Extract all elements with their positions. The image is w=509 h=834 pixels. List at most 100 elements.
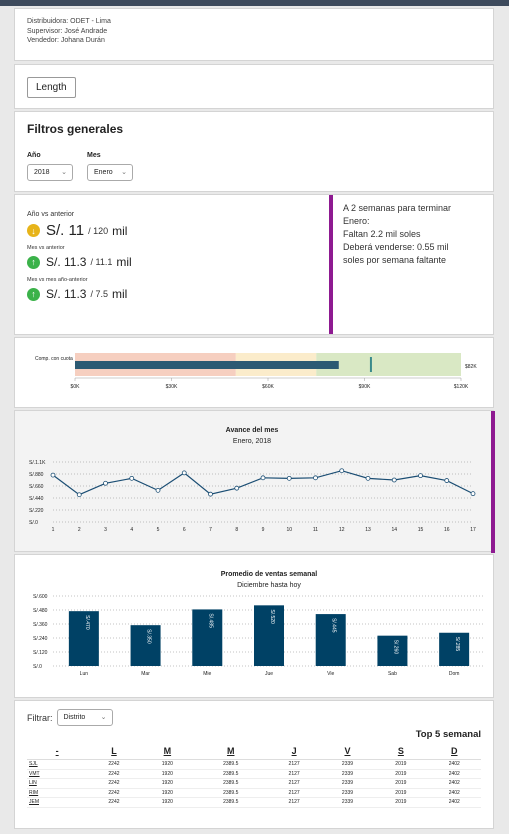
bar-value-label: S/.485 [207, 613, 213, 628]
data-point [260, 475, 266, 481]
table-row: LIN 2242 1920 2389.5 2127 2339 2019 2402 [27, 778, 481, 789]
month-value: Enero [94, 169, 113, 176]
bar-value-label: S/.350 [146, 629, 152, 644]
table-cell: 2339 [320, 788, 375, 798]
table-cell: 2389.5 [194, 797, 268, 808]
weekly-average-chart: Promedio de ventas semanal Diciembre hast… [33, 571, 485, 677]
kpi-metrics: Año vs anterior ↓ S/. 11 / 120 mil Mes v… [27, 211, 327, 301]
year-value: 2018 [34, 169, 50, 176]
arrow-up-icon: ↑ [27, 287, 40, 301]
table-row: SJL 2242 1920 2389.5 2127 2339 2019 2402 [27, 759, 481, 770]
x-tick-label: 5 [157, 527, 160, 533]
length-button[interactable]: Length [27, 77, 76, 98]
year-value: S/. 11 [46, 222, 85, 239]
table-row: JEM 2242 1920 2389.5 2127 2339 2019 2402 [27, 797, 481, 808]
district-link[interactable]: RIM [27, 788, 88, 798]
month-label: Mes [87, 152, 101, 159]
table-cell: 2127 [267, 788, 321, 798]
table-row: VMT 2242 1920 2389.5 2127 2339 2019 2402 [27, 769, 481, 779]
x-tick-label: 14 [391, 527, 397, 533]
district-link[interactable]: JEM [27, 797, 88, 808]
message-line: Deberá venderse: 0.55 mil [343, 242, 449, 252]
bar [130, 625, 161, 666]
bullet-tick-label: $120K [454, 384, 469, 390]
x-tick-label: Vie [327, 671, 334, 677]
data-point [470, 491, 476, 497]
y-tick-label: S/.240 [33, 636, 48, 642]
table-cell: 2402 [427, 769, 481, 779]
accent-bar [491, 411, 495, 553]
column-header[interactable]: J [267, 743, 321, 760]
table-cell: 1920 [140, 759, 195, 770]
y-tick-label: S/.480 [33, 608, 48, 614]
data-point [155, 487, 161, 493]
chart-subtitle: Diciembre hasta hoy [237, 582, 301, 589]
column-header[interactable]: V [320, 743, 375, 760]
table-row: RIM 2242 1920 2389.5 2127 2339 2019 2402 [27, 788, 481, 798]
data-point [365, 475, 371, 481]
x-tick-label: 2 [78, 527, 81, 533]
quota-bullet-card: Comp. con cuota $82K $0K $30K $60K $90K $120K [14, 337, 494, 408]
x-tick-label: Sab [388, 671, 397, 677]
table-cell: 2127 [267, 759, 321, 770]
data-point [234, 485, 240, 491]
bullet-end-label: $82K [465, 364, 477, 370]
table-cell: 2242 [87, 769, 141, 779]
district-link[interactable]: SJL [27, 759, 88, 770]
bullet-category-label: Comp. con cuota [35, 356, 73, 362]
year-select[interactable]: 2018 ⌄ [27, 164, 73, 181]
month-vs-previous-label: Mes vs anterior [27, 245, 65, 251]
column-header[interactable]: S [374, 743, 428, 760]
table-cell: 2242 [87, 788, 141, 798]
table-cell: 2019 [374, 778, 428, 789]
seller-text: Vendedor: Johana Durán [27, 37, 105, 44]
x-tick-label: Mie [203, 671, 211, 677]
bar-value-label: S/.445 [331, 618, 337, 633]
y-tick-label: S/.0 [33, 664, 42, 670]
arrow-up-icon: ↑ [27, 255, 40, 269]
month-select[interactable]: Enero ⌄ [87, 164, 133, 181]
x-tick-label: 12 [339, 527, 345, 533]
district-link[interactable]: VMT [27, 769, 88, 779]
table-cell: 2389.5 [194, 778, 268, 789]
month-value: S/. 11.3 [46, 255, 87, 269]
column-header[interactable]: M [194, 743, 268, 760]
x-tick-label: 10 [286, 527, 292, 533]
message-line: soles por semana faltante [343, 255, 447, 265]
month-vs-lastyear-row: ↑ S/. 11.3 / 7.5 mil [27, 287, 327, 301]
table-cell: 2242 [87, 778, 141, 789]
table-cell: 2402 [427, 788, 481, 798]
bar-value-label: S/.285 [454, 637, 460, 652]
column-header[interactable]: D [427, 743, 481, 760]
table-cell: 2242 [87, 759, 141, 770]
column-header[interactable]: L [87, 743, 141, 760]
month-target: / 11.1 [90, 257, 113, 267]
district-select[interactable]: Distrito ⌄ [56, 709, 113, 726]
month-progress-card: Avance del mes Enero, 2018 S/.1.1K S/.880 S/… [14, 410, 495, 553]
bar-value-label: S/.520 [269, 609, 275, 624]
bullet-value-bar [75, 361, 339, 369]
x-tick-label: 4 [130, 527, 133, 533]
year-vs-previous-row: ↓ S/. 11 / 120 mil [27, 222, 327, 239]
bar [377, 635, 408, 666]
column-header[interactable]: - [27, 743, 88, 760]
column-header[interactable]: M [140, 743, 195, 760]
y-tick-label: S/.880 [29, 472, 44, 478]
filter-label: Filtrar: [27, 712, 53, 723]
x-tick-label: 8 [235, 527, 238, 533]
x-tick-label: 13 [365, 527, 371, 533]
bar-value-label: S/.470 [84, 615, 90, 630]
seller-info-card: Distribuidora: ODET - Lima Supervisor: J… [14, 8, 494, 61]
data-point [76, 492, 82, 498]
district-link[interactable]: LIN [27, 778, 88, 789]
top-bar [0, 0, 509, 6]
y-tick-label: S/.440 [29, 496, 44, 502]
year-unit: mil [112, 223, 128, 238]
table-cell: 2402 [427, 778, 481, 789]
bar [439, 632, 470, 666]
table-cell: 2019 [374, 797, 428, 808]
kpi-card: Año vs anterior ↓ S/. 11 / 120 mil Mes v… [14, 194, 494, 335]
x-tick-label: 9 [262, 527, 265, 533]
bar [68, 611, 99, 666]
table-cell: 1920 [140, 788, 195, 798]
